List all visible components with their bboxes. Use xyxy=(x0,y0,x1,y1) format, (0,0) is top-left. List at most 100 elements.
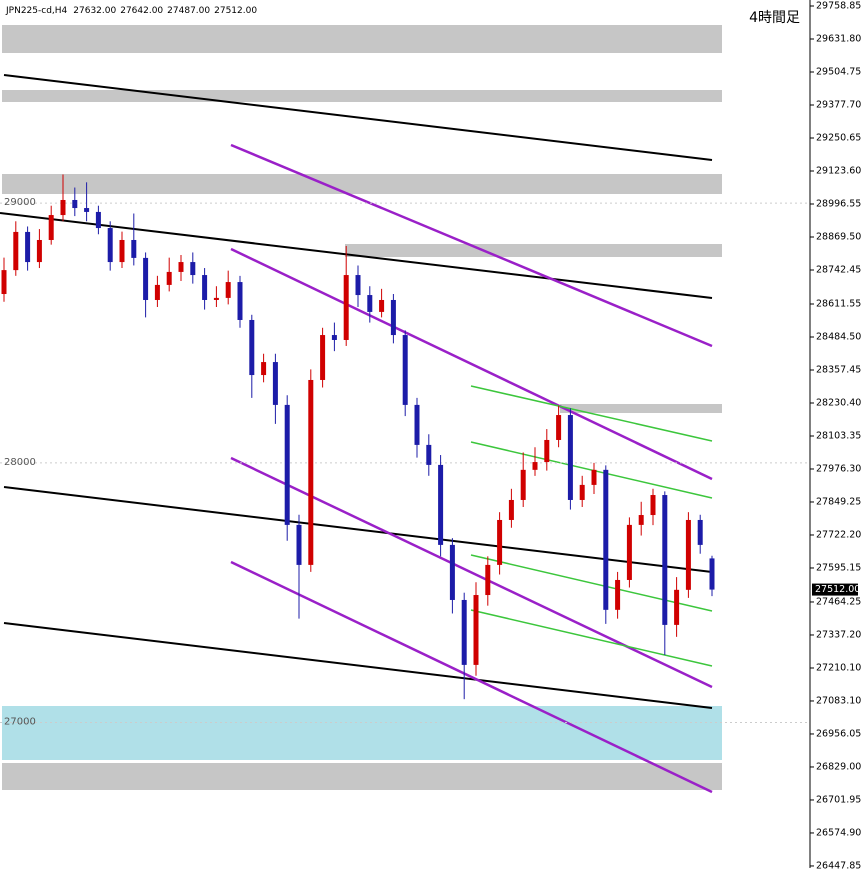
candle-body xyxy=(202,275,208,300)
candle-body xyxy=(485,564,491,596)
y-tick-label: 28230.40 xyxy=(816,397,861,408)
candle-body xyxy=(331,335,337,340)
candle-body xyxy=(544,439,550,463)
candle-body xyxy=(626,524,632,580)
candle-body xyxy=(402,335,408,405)
trend-lines xyxy=(0,74,713,709)
y-tick-label: 29504.75 xyxy=(816,67,861,78)
candle-body xyxy=(367,295,373,312)
y-tick-label: 26956.05 xyxy=(816,728,861,739)
y-tick-label: 29377.70 xyxy=(816,100,861,111)
candle-body xyxy=(674,589,680,625)
zone xyxy=(2,763,722,790)
candle-body xyxy=(25,231,31,263)
candle-body xyxy=(697,519,703,545)
ohlc-label: 27487.00 xyxy=(167,6,210,16)
candle-body xyxy=(343,275,349,340)
y-tick-label: 28742.45 xyxy=(816,264,861,275)
candle-body xyxy=(603,469,609,610)
level-label: 28000 xyxy=(4,457,36,468)
y-tick-label: 28103.35 xyxy=(816,430,861,441)
candle-body xyxy=(131,239,137,258)
level-label: 29000 xyxy=(4,197,36,208)
ohlc-label: 27632.00 xyxy=(73,6,116,16)
trend-line xyxy=(0,212,713,299)
candle-body xyxy=(72,199,78,209)
price-label-box xyxy=(812,583,858,596)
candle-body xyxy=(261,362,267,376)
candles xyxy=(1,174,715,700)
trend-line xyxy=(470,385,713,442)
candle-body xyxy=(591,469,597,485)
symbol: JPN225-cd,H4 xyxy=(5,6,68,16)
candle-body xyxy=(438,464,444,545)
candle-body xyxy=(1,270,7,295)
y-tick-label: 28484.50 xyxy=(816,331,861,342)
y-tick-label: 29250.65 xyxy=(816,133,861,144)
candle-body xyxy=(567,415,573,500)
candle-body xyxy=(473,595,479,665)
zone xyxy=(560,404,722,413)
y-tick-label: 27722.20 xyxy=(816,529,861,540)
candle-body xyxy=(272,362,278,405)
candle-body xyxy=(249,319,255,376)
trend-line xyxy=(230,143,713,348)
candle-body xyxy=(638,515,644,525)
y-tick-label: 27083.10 xyxy=(816,695,861,706)
candle-body xyxy=(650,495,656,516)
y-tick-label: 26447.85 xyxy=(816,860,861,870)
candle-body xyxy=(119,239,125,263)
y-tick-label: 29758.85 xyxy=(816,1,861,12)
candle-body xyxy=(143,257,149,300)
candle-body xyxy=(237,282,243,320)
candle-body xyxy=(414,404,420,445)
trend-line xyxy=(230,456,713,689)
candle-body xyxy=(379,299,385,312)
candle-body xyxy=(190,262,196,276)
candle-body xyxy=(284,404,290,525)
candle-body xyxy=(60,199,66,216)
y-tick-label: 27849.25 xyxy=(816,496,861,507)
candle-body xyxy=(709,558,715,590)
zone xyxy=(345,244,722,257)
y-tick-label: 28996.55 xyxy=(816,199,861,210)
trend-line xyxy=(470,554,713,612)
candle-body xyxy=(320,335,326,380)
y-tick-label: 26829.00 xyxy=(816,761,861,772)
zone xyxy=(2,25,722,53)
candle-body xyxy=(662,495,668,625)
candle-body xyxy=(497,519,503,565)
price-label: 27512.00 xyxy=(815,584,860,595)
candle-body xyxy=(508,499,514,520)
candle-body xyxy=(36,239,42,263)
candle-body xyxy=(556,415,562,440)
candle-body xyxy=(178,262,184,272)
candle-body xyxy=(13,231,19,271)
y-tick-label: 27976.30 xyxy=(816,463,861,474)
ohlc-label: 27642.00 xyxy=(120,6,163,16)
candle-body xyxy=(213,297,219,300)
header: JPN225-cd,H4 27632.00 27642.00 27487.00 2751… xyxy=(5,6,257,16)
trend-line xyxy=(470,609,713,667)
candle-body xyxy=(355,275,361,296)
candle-body xyxy=(579,484,585,500)
y-tick-label: 27464.25 xyxy=(816,596,861,607)
chart-title: 4時間足 xyxy=(749,10,800,26)
trend-line xyxy=(3,622,713,709)
candle-body xyxy=(225,282,231,298)
y-tick-label: 26574.90 xyxy=(816,827,861,838)
y-tick-label: 29631.80 xyxy=(816,34,861,45)
drawings xyxy=(0,25,722,794)
candle-body xyxy=(296,524,302,565)
level-label: 27000 xyxy=(4,717,36,728)
zone xyxy=(2,90,722,102)
candle-body xyxy=(84,208,90,212)
trend-line xyxy=(3,486,713,573)
trend-line xyxy=(230,560,713,794)
y-tick-label: 27210.10 xyxy=(816,662,861,673)
y-tick-label: 27595.15 xyxy=(816,562,861,573)
candle-body xyxy=(426,444,432,465)
zone xyxy=(2,174,722,194)
